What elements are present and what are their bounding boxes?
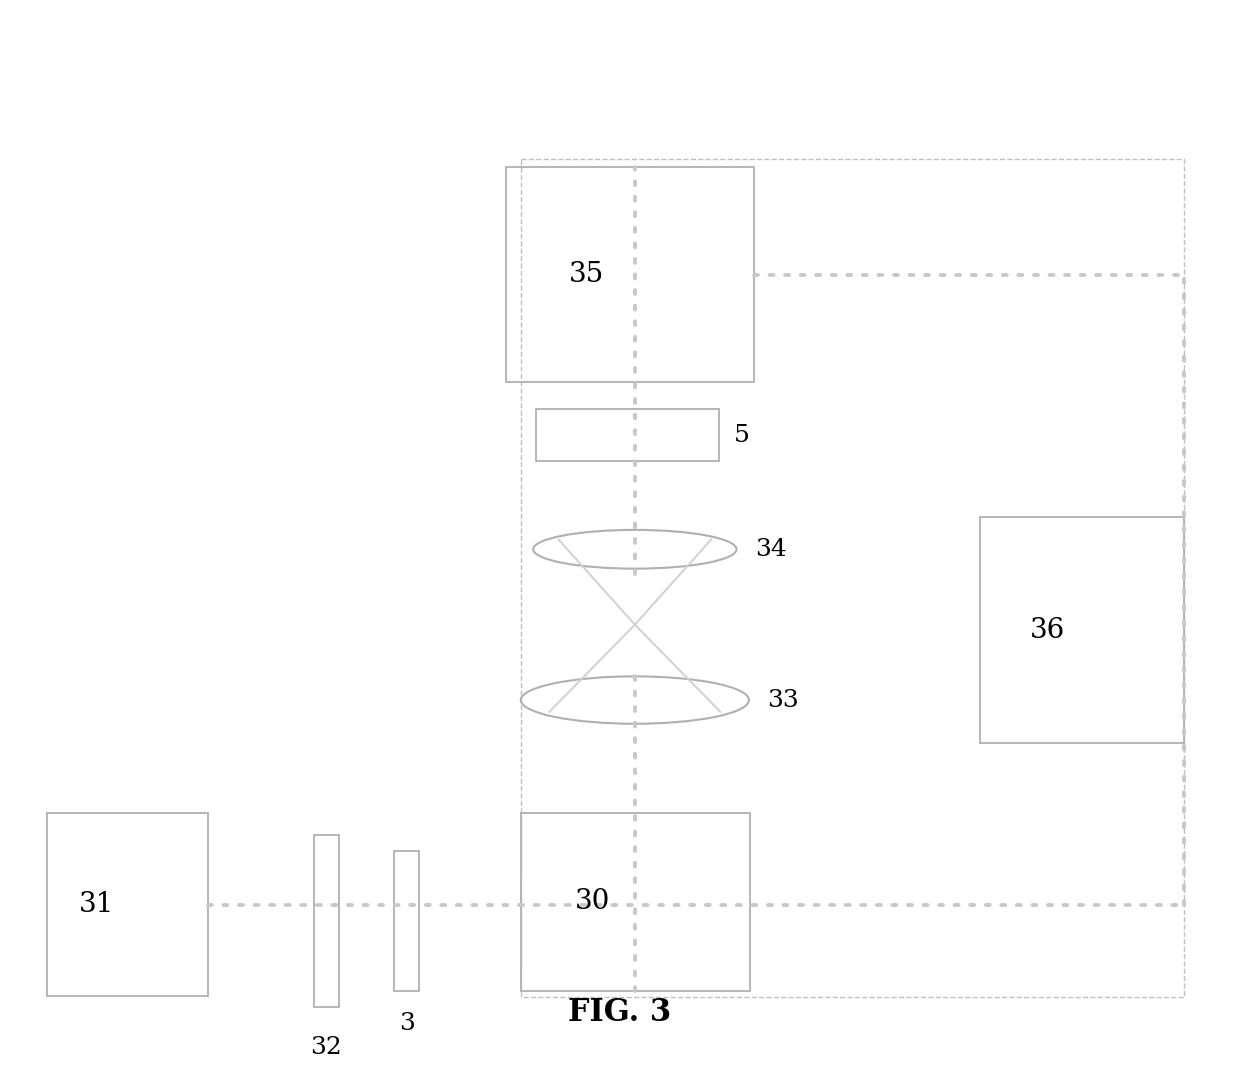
Bar bbox=[506, 167, 754, 382]
Text: 30: 30 bbox=[575, 889, 610, 915]
Text: 32: 32 bbox=[310, 1036, 342, 1060]
Text: 34: 34 bbox=[755, 537, 787, 561]
Bar bbox=[47, 813, 208, 996]
Text: 33: 33 bbox=[768, 688, 800, 712]
Text: 36: 36 bbox=[1030, 616, 1065, 644]
Bar bbox=[521, 159, 1184, 997]
Bar bbox=[980, 517, 1184, 743]
Bar bbox=[314, 835, 339, 1007]
Bar bbox=[536, 409, 719, 461]
Bar bbox=[521, 813, 750, 991]
Text: 35: 35 bbox=[569, 261, 604, 289]
Bar bbox=[394, 851, 419, 991]
Text: FIG. 3: FIG. 3 bbox=[568, 997, 672, 1027]
Text: 3: 3 bbox=[399, 1011, 414, 1035]
Text: 5: 5 bbox=[734, 423, 750, 447]
Text: 31: 31 bbox=[79, 891, 114, 919]
